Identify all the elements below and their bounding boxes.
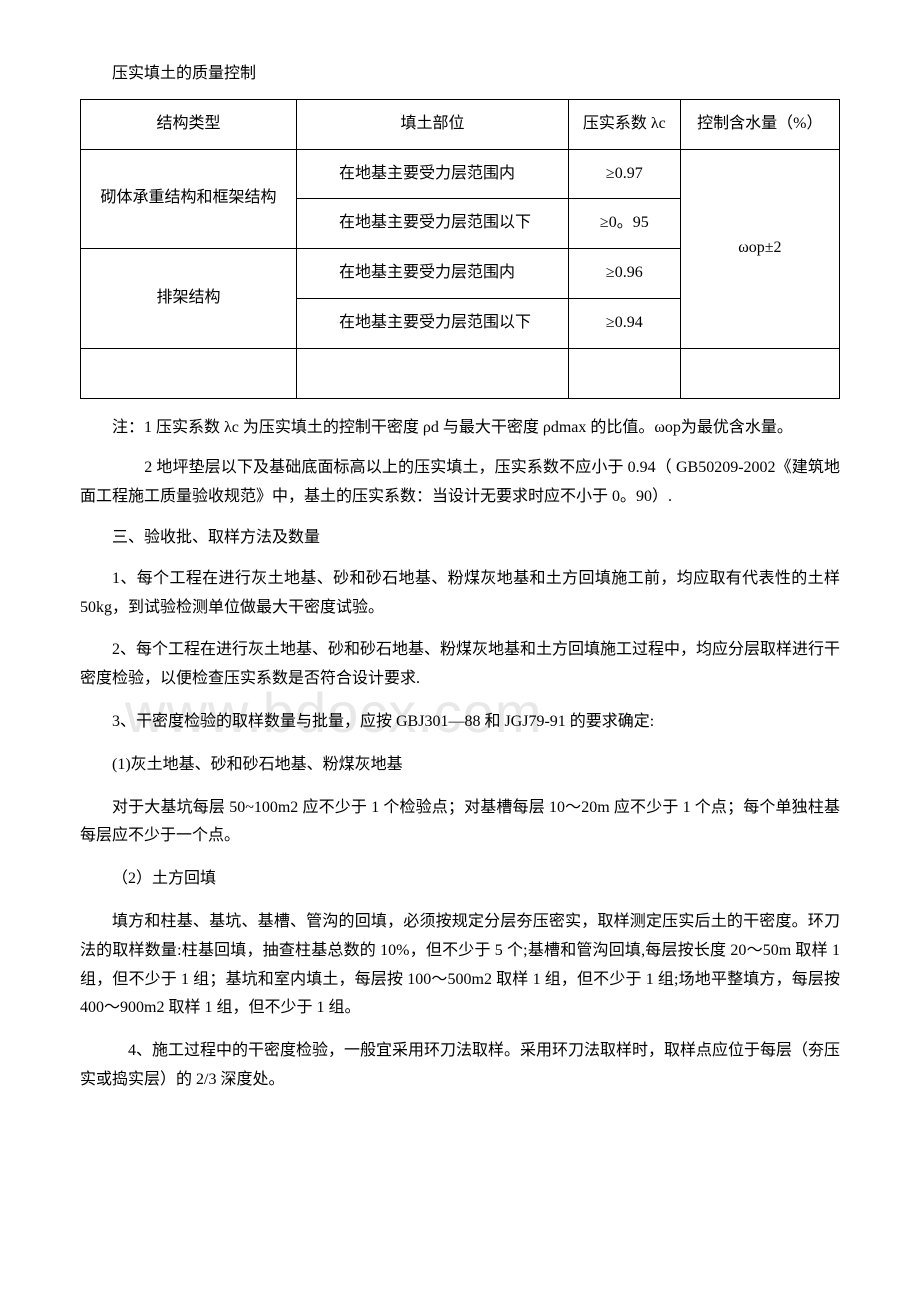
table-empty-row [81, 348, 840, 398]
note-1: 注：1 压实系数 λc 为压实填土的控制干密度 ρd 与最大干密度 ρdmax … [80, 414, 840, 443]
quality-control-table: 结构类型 填土部位 压实系数 λc 控制含水量（%） 砌体承重结构和框架结构 在… [80, 99, 840, 399]
part-cell: 在地基主要受力层范围以下 [296, 199, 568, 249]
coef-cell: ≥0.97 [568, 149, 680, 199]
moisture-cell: ωop±2 [680, 149, 839, 348]
paragraph-2: 2、每个工程在进行灰土地基、砂和砂石地基、粉煤灰地基和土方回填施工过程中，均应分… [80, 636, 840, 694]
paragraph-3a-body: 对于大基坑每层 50~100m2 应不少于 1 个检验点；对基槽每层 10～20… [80, 794, 840, 852]
part-cell: 在地基主要受力层范围以下 [296, 298, 568, 348]
empty-cell [568, 348, 680, 398]
col-header-coef: 压实系数 λc [568, 99, 680, 149]
table-header-row: 结构类型 填土部位 压实系数 λc 控制含水量（%） [81, 99, 840, 149]
table-title: 压实填土的质量控制 [80, 60, 840, 89]
coef-cell: ≥0。95 [568, 199, 680, 249]
empty-cell [680, 348, 839, 398]
document-content: 压实填土的质量控制 结构类型 填土部位 压实系数 λc 控制含水量（%） 砌体承… [80, 60, 840, 1095]
table-row: 砌体承重结构和框架结构 在地基主要受力层范围内 ≥0.97 ωop±2 [81, 149, 840, 199]
empty-cell [296, 348, 568, 398]
empty-cell [81, 348, 297, 398]
paragraph-3a: (1)灰土地基、砂和砂石地基、粉煤灰地基 [80, 751, 840, 780]
part-cell: 在地基主要受力层范围内 [296, 249, 568, 299]
note-2: 2 地坪垫层以下及基础底面标高以上的压实填土，压实系数不应小于 0.94（ GB… [80, 454, 840, 512]
section3-heading: 三、验收批、取样方法及数量 [80, 524, 840, 553]
structure-cell: 排架结构 [81, 249, 297, 349]
paragraph-3: 3、干密度检验的取样数量与批量，应按 GBJ301—88 和 JGJ79-91 … [80, 708, 840, 737]
col-header-moisture: 控制含水量（%） [680, 99, 839, 149]
paragraph-1: 1、每个工程在进行灰土地基、砂和砂石地基、粉煤灰地基和土方回填施工前，均应取有代… [80, 565, 840, 623]
part-cell: 在地基主要受力层范围内 [296, 149, 568, 199]
paragraph-4: 4、施工过程中的干密度检验，一般宜采用环刀法取样。采用环刀法取样时，取样点应位于… [80, 1037, 840, 1095]
coef-cell: ≥0.96 [568, 249, 680, 299]
col-header-structure: 结构类型 [81, 99, 297, 149]
coef-cell: ≥0.94 [568, 298, 680, 348]
col-header-part: 填土部位 [296, 99, 568, 149]
structure-cell: 砌体承重结构和框架结构 [81, 149, 297, 249]
paragraph-3b-body: 填方和柱基、基坑、基槽、管沟的回填，必须按规定分层夯压密实，取样测定压实后土的干… [80, 908, 840, 1023]
paragraph-3b: （2）土方回填 [80, 865, 840, 894]
